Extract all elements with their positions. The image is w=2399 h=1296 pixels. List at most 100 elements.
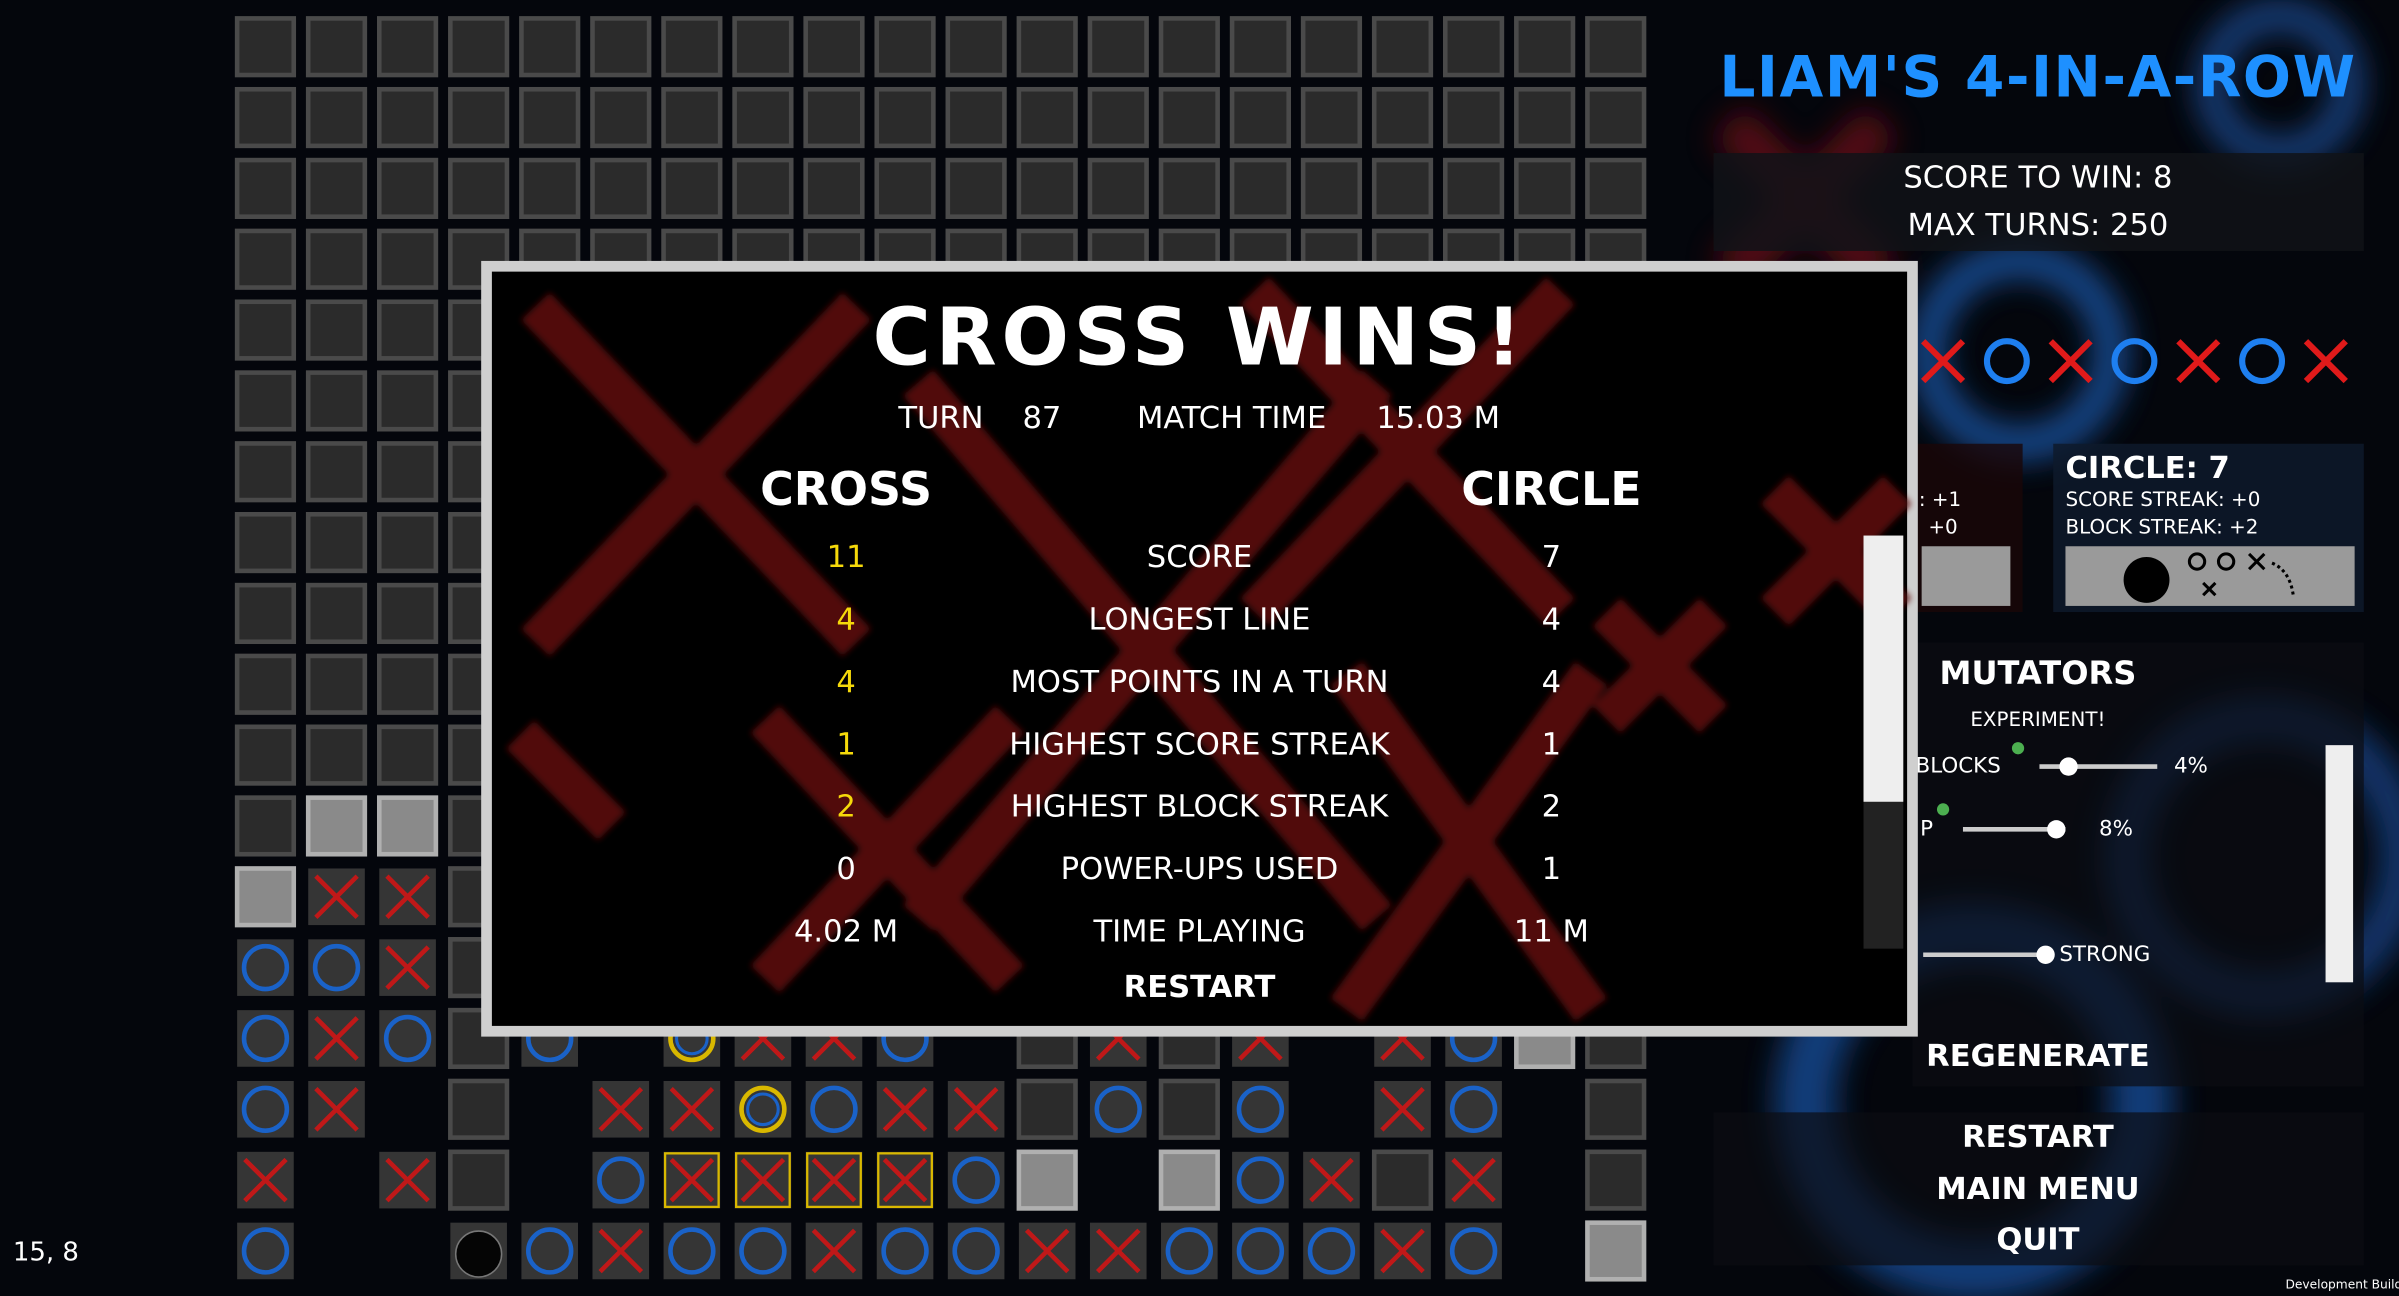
board-cell[interactable]	[448, 228, 510, 290]
board-cell[interactable]	[305, 157, 368, 219]
dialog-restart-button[interactable]: RESTART	[1124, 970, 1276, 1005]
board-cell[interactable]	[1585, 157, 1647, 219]
board-cell[interactable]	[521, 1222, 579, 1280]
slider-knob[interactable]	[2047, 820, 2066, 839]
board-cell[interactable]	[1158, 1149, 1220, 1211]
board-cell[interactable]	[234, 724, 297, 786]
board-cell[interactable]	[1303, 1222, 1360, 1280]
board-cell[interactable]	[519, 157, 581, 219]
board-cell[interactable]	[734, 1151, 792, 1209]
board-cell[interactable]	[1303, 1151, 1360, 1209]
board-cell[interactable]	[732, 86, 794, 149]
board-cell[interactable]	[1229, 16, 1291, 78]
board-cell[interactable]	[803, 86, 865, 149]
board-cell[interactable]	[1514, 16, 1576, 78]
board-cell[interactable]	[305, 653, 368, 715]
board-cell[interactable]	[1161, 1222, 1218, 1280]
board-cell[interactable]	[1089, 1222, 1147, 1280]
board-cell[interactable]	[1585, 86, 1647, 149]
board-cell[interactable]	[237, 1222, 294, 1280]
board-cell[interactable]	[237, 1010, 294, 1067]
board-cell[interactable]	[448, 86, 510, 149]
board-cell[interactable]	[305, 582, 368, 645]
board-cell[interactable]	[590, 157, 652, 219]
board-cell[interactable]	[1445, 1151, 1502, 1209]
board-cell[interactable]	[1016, 16, 1078, 78]
regenerate-button[interactable]: REGENERATE	[1926, 1039, 2149, 1074]
board-cell[interactable]	[237, 1080, 294, 1138]
board-cell[interactable]	[1371, 157, 1434, 219]
board-cell[interactable]	[1374, 1222, 1431, 1280]
board-cell[interactable]	[448, 1078, 510, 1140]
board-cell[interactable]	[945, 157, 1007, 219]
board-cell[interactable]	[1585, 1220, 1647, 1282]
board-cell[interactable]	[1016, 86, 1078, 149]
board-cell[interactable]	[803, 16, 865, 78]
board-cell[interactable]	[448, 1149, 510, 1211]
cross-powerup[interactable]	[1921, 546, 2011, 606]
board-cell[interactable]	[947, 1222, 1005, 1280]
board-cell[interactable]	[305, 86, 368, 149]
board-cell[interactable]	[874, 86, 936, 149]
board-cell[interactable]	[1371, 16, 1434, 78]
board-cell[interactable]	[305, 370, 368, 432]
board-cell[interactable]	[305, 228, 368, 290]
board-cell[interactable]	[237, 939, 294, 996]
board-cell[interactable]	[947, 1080, 1005, 1138]
board-cell[interactable]	[1585, 1078, 1647, 1140]
board-cell[interactable]	[1371, 1149, 1434, 1211]
board-cell[interactable]	[734, 1222, 792, 1280]
board-cell[interactable]	[234, 370, 297, 432]
board-cell[interactable]	[519, 16, 581, 78]
board-cell[interactable]	[1158, 86, 1220, 149]
board-cell[interactable]	[376, 228, 439, 290]
board-cell[interactable]	[874, 16, 936, 78]
board-cell[interactable]	[592, 1080, 650, 1138]
board-cell[interactable]	[661, 16, 723, 78]
board-cell[interactable]	[379, 1010, 436, 1067]
board-cell[interactable]	[590, 16, 652, 78]
board-cell[interactable]	[1229, 86, 1291, 149]
board-cell[interactable]	[734, 1080, 792, 1138]
board-cell[interactable]	[305, 724, 368, 786]
slider-knob[interactable]	[2036, 945, 2055, 964]
board-cell[interactable]	[234, 653, 297, 715]
board-cell[interactable]	[1442, 157, 1505, 219]
board-cell[interactable]	[448, 16, 510, 78]
board-cell[interactable]	[1229, 157, 1291, 219]
board-cell[interactable]	[590, 86, 652, 149]
quit-button[interactable]: QUIT	[1996, 1222, 2079, 1257]
board-cell[interactable]	[1442, 16, 1505, 78]
board-cell[interactable]	[1300, 157, 1363, 219]
board-cell[interactable]	[945, 16, 1007, 78]
board-cell[interactable]	[234, 582, 297, 645]
board-cell[interactable]	[874, 157, 936, 219]
board-cell[interactable]	[1585, 16, 1647, 78]
slider-knob[interactable]	[2059, 757, 2078, 776]
board-cell[interactable]	[234, 299, 297, 361]
board-cell[interactable]	[592, 1151, 650, 1209]
board-cell[interactable]	[876, 1151, 934, 1209]
board-cell[interactable]	[305, 511, 368, 574]
board-cell[interactable]	[308, 868, 365, 926]
board-cell[interactable]	[376, 370, 439, 432]
board-cell[interactable]	[305, 299, 368, 361]
board-cell[interactable]	[376, 16, 439, 78]
board-cell[interactable]	[1087, 86, 1149, 149]
board-cell[interactable]	[663, 1151, 721, 1209]
board-cell[interactable]	[376, 86, 439, 149]
board-cell[interactable]	[803, 157, 865, 219]
board-cell[interactable]	[1087, 157, 1149, 219]
board-cell[interactable]	[876, 1222, 934, 1280]
board-cell[interactable]	[1087, 16, 1149, 78]
restart-button[interactable]: RESTART	[1962, 1120, 2114, 1155]
board-cell[interactable]	[1158, 157, 1220, 219]
board-cell[interactable]	[376, 582, 439, 645]
board-cell[interactable]	[876, 1080, 934, 1138]
board-cell[interactable]	[308, 1010, 365, 1067]
board-cell[interactable]	[234, 511, 297, 574]
board-cell[interactable]	[376, 653, 439, 715]
board-cell[interactable]	[376, 724, 439, 786]
board-cell[interactable]	[1585, 1149, 1647, 1211]
board-cell[interactable]	[234, 441, 297, 503]
